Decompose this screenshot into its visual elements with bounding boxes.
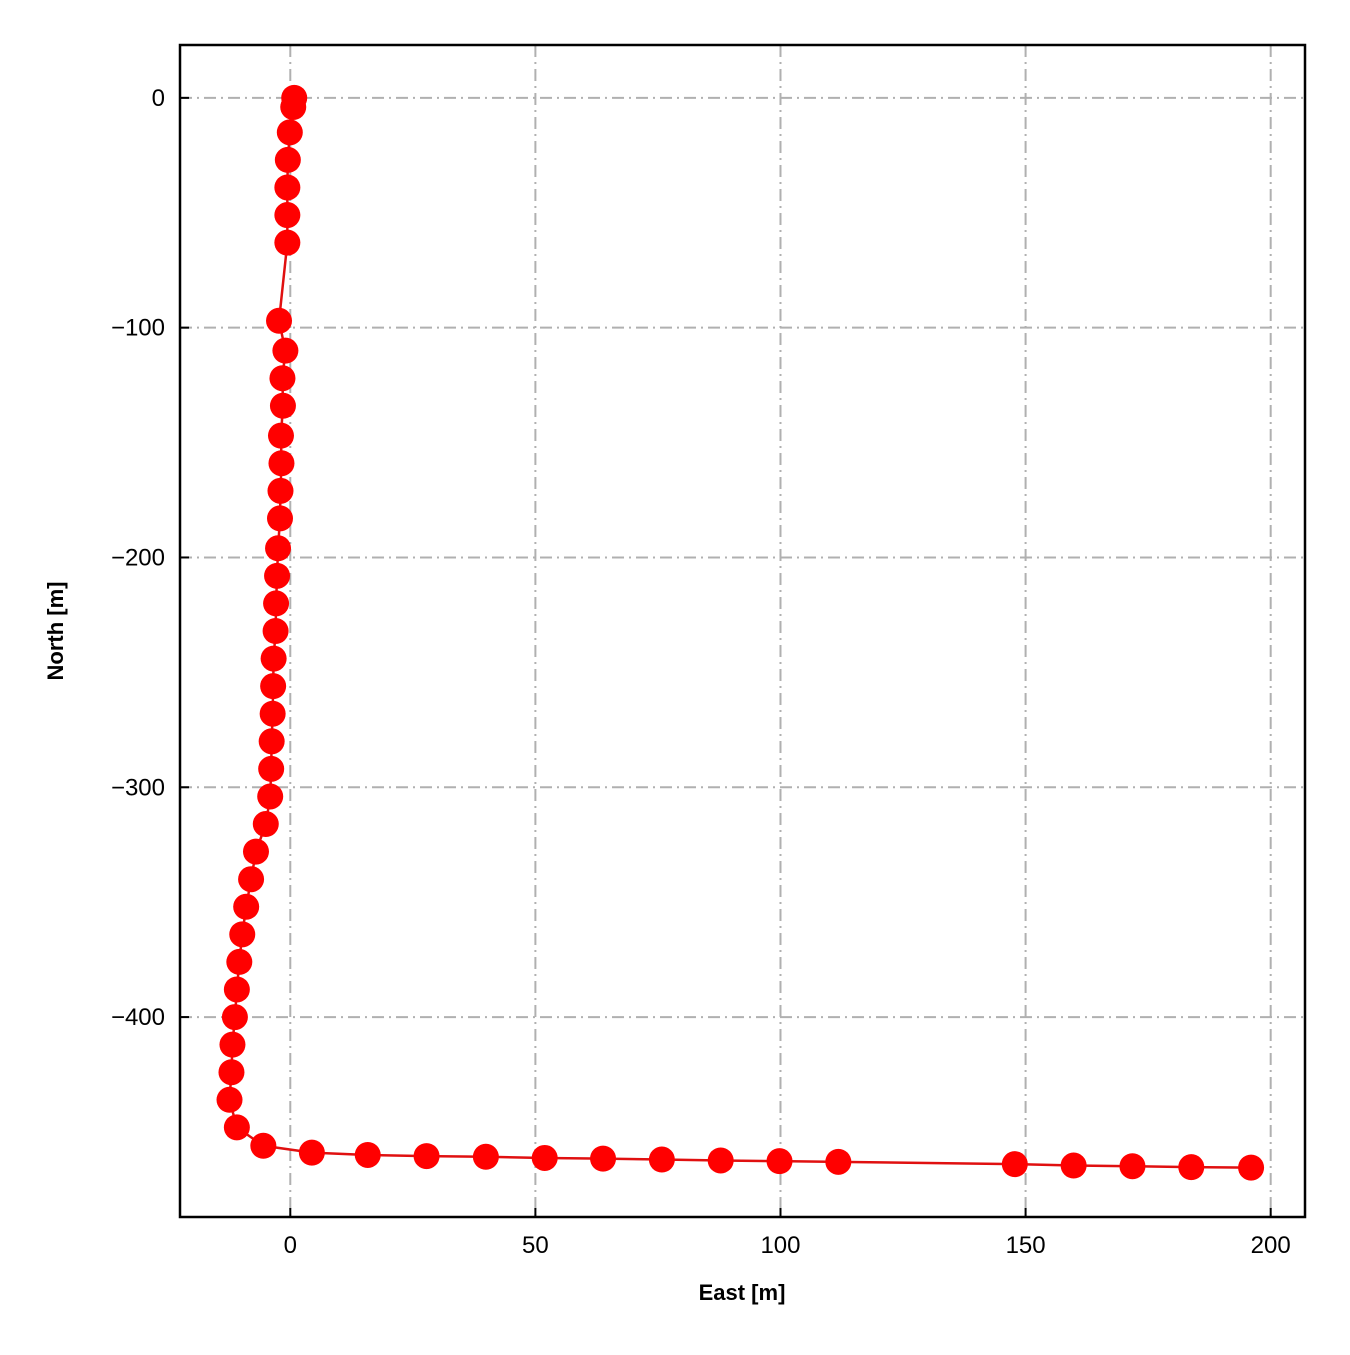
data-point	[260, 645, 287, 672]
data-point	[226, 948, 253, 975]
data-point	[590, 1145, 617, 1172]
data-point	[766, 1148, 793, 1175]
data-point	[250, 1132, 277, 1159]
y-tick-label: −300	[111, 774, 165, 801]
data-point	[268, 450, 295, 477]
data-point	[223, 976, 250, 1003]
data-point	[238, 866, 265, 893]
data-point	[1060, 1152, 1087, 1179]
x-axis-title: East [m]	[699, 1280, 786, 1305]
data-point	[274, 146, 301, 173]
x-tick-label: 50	[522, 1232, 549, 1259]
data-point	[223, 1114, 250, 1141]
trajectory-markers	[216, 84, 1265, 1181]
data-point	[267, 422, 294, 449]
data-point	[265, 535, 292, 562]
data-point	[267, 505, 293, 532]
data-point	[216, 1086, 243, 1113]
data-point	[276, 119, 303, 146]
data-point	[280, 94, 307, 121]
data-point	[825, 1148, 852, 1175]
data-point	[274, 174, 301, 201]
data-point	[1178, 1154, 1205, 1181]
data-point	[531, 1144, 558, 1171]
grid-lines	[180, 45, 1305, 1217]
data-point	[260, 673, 287, 700]
data-point	[648, 1146, 675, 1173]
data-point	[354, 1141, 381, 1168]
data-point	[259, 700, 286, 727]
x-tick-label: 100	[760, 1232, 800, 1259]
data-point	[472, 1143, 499, 1170]
data-point	[1119, 1153, 1146, 1180]
y-axis-title: North [m]	[43, 582, 68, 681]
data-point	[264, 562, 291, 589]
data-point	[272, 337, 299, 364]
data-point	[274, 202, 301, 229]
tick-labels: 0 50 100 150 200 0 −100 −200 −300 −400	[111, 85, 1291, 1259]
x-tick-label: 200	[1251, 1232, 1291, 1259]
data-point	[258, 728, 285, 755]
data-point	[1001, 1151, 1028, 1178]
plot-frame	[178, 43, 1307, 1219]
data-point	[298, 1139, 325, 1166]
data-point	[252, 811, 279, 838]
y-tick-label: −400	[111, 1004, 165, 1031]
data-point	[266, 307, 293, 334]
data-point	[233, 893, 260, 920]
y-tick-label: 0	[152, 85, 165, 112]
axis-ticks	[180, 96, 1272, 1217]
data-point	[258, 755, 285, 782]
data-point	[229, 921, 256, 948]
x-tick-label: 150	[1006, 1232, 1046, 1259]
data-point	[274, 229, 301, 256]
data-point	[263, 590, 290, 617]
data-point	[221, 1004, 248, 1031]
data-point	[413, 1143, 440, 1170]
data-point	[242, 838, 269, 865]
data-point	[269, 392, 296, 419]
data-point	[257, 783, 284, 810]
x-tick-label: 0	[284, 1232, 297, 1259]
data-point	[218, 1059, 245, 1086]
data-point	[262, 618, 289, 644]
y-tick-label: −100	[111, 315, 165, 342]
data-point	[707, 1147, 734, 1174]
data-point	[1238, 1154, 1265, 1181]
y-tick-label: −200	[111, 544, 165, 571]
data-point	[267, 477, 294, 504]
data-point	[269, 365, 296, 392]
data-point	[219, 1031, 246, 1058]
